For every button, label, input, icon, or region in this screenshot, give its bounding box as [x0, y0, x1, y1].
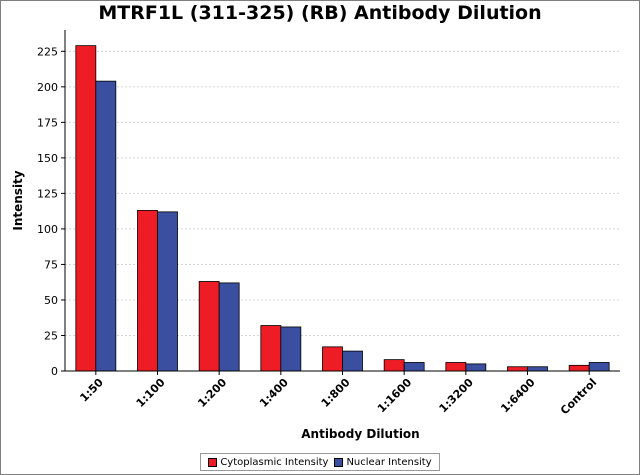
- x-tick-label: 1:800: [319, 376, 353, 410]
- bar: [137, 210, 158, 372]
- y-tick-label: 175: [37, 116, 58, 129]
- bar: [588, 362, 610, 372]
- legend-item-nuclear: Nuclear Intensity: [334, 456, 432, 468]
- x-tick-label: 1:200: [195, 376, 229, 410]
- bar: [95, 80, 117, 372]
- y-tick-label: 200: [37, 81, 58, 94]
- bar: [280, 326, 302, 372]
- y-tick-label: 0: [51, 365, 58, 378]
- bar: [157, 211, 178, 372]
- chart-title: MTRF1L (311-325) (RB) Antibody Dilution: [98, 2, 542, 24]
- x-tick-label: 1:100: [134, 376, 168, 410]
- x-tick-label: 1:50: [77, 376, 106, 405]
- bar: [342, 350, 363, 372]
- x-tick-label: Control: [558, 376, 599, 417]
- legend-swatch-nuclear: [334, 457, 344, 467]
- legend-label-nuclear: Nuclear Intensity: [346, 456, 432, 468]
- y-tick-label: 150: [37, 152, 58, 165]
- x-axis-title: Antibody Dilution: [301, 427, 419, 441]
- legend: Cytoplasmic Intensity Nuclear Intensity: [200, 453, 440, 471]
- x-tick-label: 1:1600: [375, 376, 415, 416]
- bar: [403, 362, 425, 372]
- y-axis-title: Intensity: [11, 170, 25, 230]
- bar: [527, 366, 548, 372]
- bar: [218, 282, 240, 372]
- bar: [445, 362, 467, 372]
- y-tick-label: 25: [44, 329, 58, 342]
- bar: [465, 363, 487, 372]
- bar: [75, 45, 97, 372]
- y-tick-label: 100: [37, 223, 58, 236]
- y-tick-label: 50: [44, 294, 58, 307]
- bar: [260, 325, 282, 372]
- bar: [507, 366, 528, 372]
- legend-label-cytoplasmic: Cytoplasmic Intensity: [220, 456, 329, 468]
- x-tick-label: 1:400: [257, 376, 291, 410]
- legend-item-cytoplasmic: Cytoplasmic Intensity: [208, 457, 328, 468]
- y-tick-label: 125: [37, 187, 58, 200]
- y-tick-label: 225: [37, 45, 58, 58]
- y-tick-label: 75: [44, 258, 58, 271]
- x-tick-label: 1:6400: [498, 376, 538, 416]
- bar: [568, 364, 590, 372]
- bar: [322, 346, 343, 372]
- bar: [383, 359, 405, 372]
- legend-swatch-cytoplasmic: [208, 457, 218, 467]
- bar: [198, 281, 220, 372]
- x-tick-label: 1:3200: [437, 376, 477, 416]
